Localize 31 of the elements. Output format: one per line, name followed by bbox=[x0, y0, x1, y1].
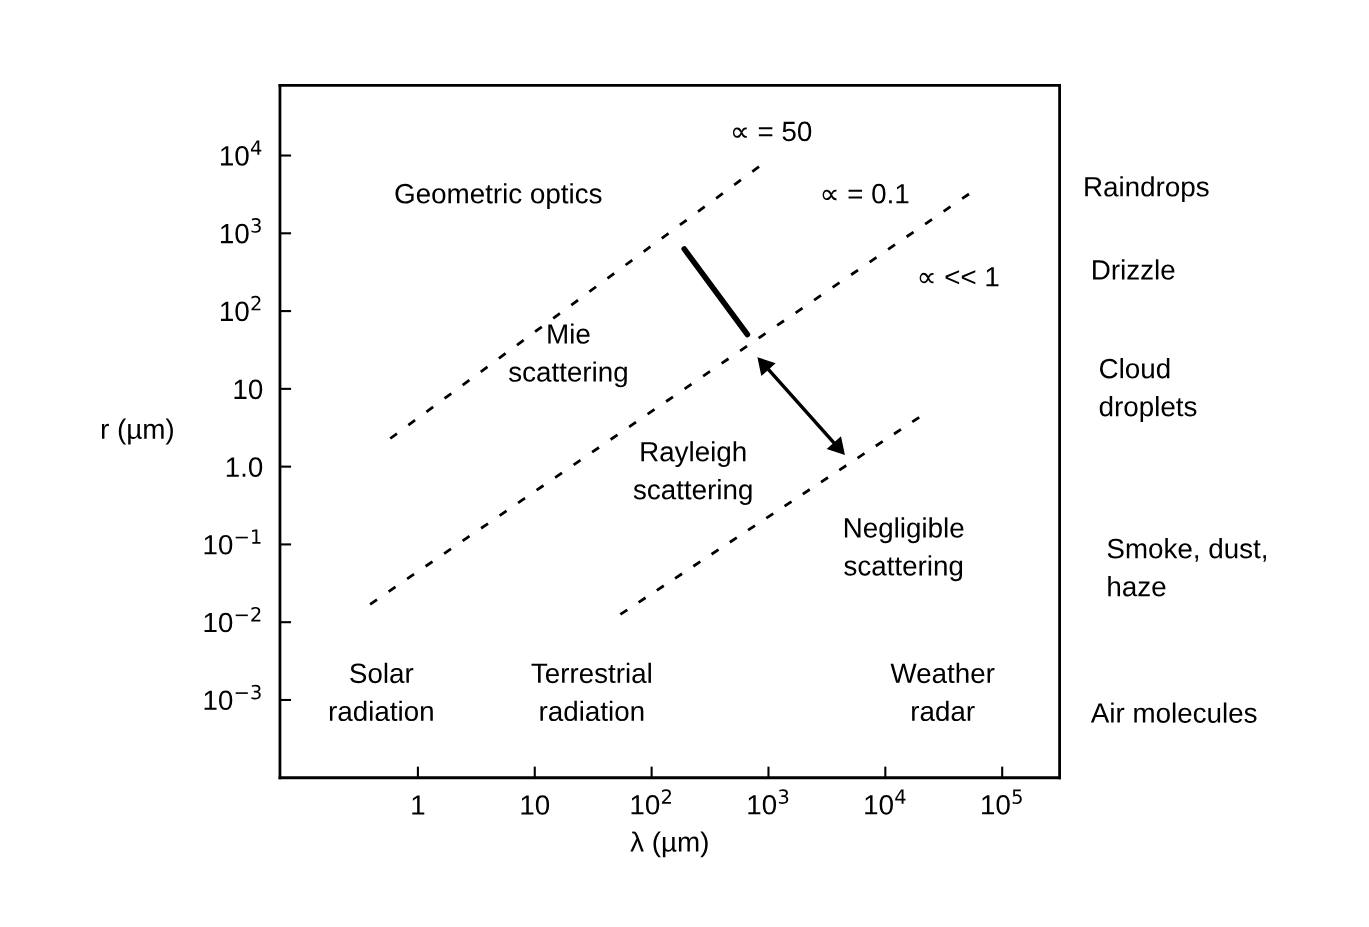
x-tick-label: 10 bbox=[521, 795, 550, 815]
annotation: Mie scattering bbox=[508, 323, 627, 388]
annotation: Weather radar bbox=[890, 662, 995, 722]
x-tick-label: 10$^{3}$ bbox=[748, 789, 789, 815]
annotation: Negligible scattering bbox=[844, 517, 964, 582]
y-tick-label: 10$^{−1}$ bbox=[204, 529, 261, 555]
y-tick-label: 10$^{3}$ bbox=[220, 218, 261, 244]
text: Raindrops bbox=[1085, 176, 1209, 203]
y-tick-label: 10$^{−3}$ bbox=[204, 684, 261, 711]
text: Cloud droplets bbox=[1099, 358, 1197, 422]
x-tick-label: 10$^{5}$ bbox=[982, 789, 1022, 815]
y-tick-label: 10$^{4}$ bbox=[220, 140, 262, 166]
text: Air molecules bbox=[1090, 702, 1257, 723]
x-tick-label: 10$^{4}$ bbox=[865, 789, 906, 815]
annotation: ∝ = 0.1 bbox=[822, 183, 909, 204]
x-axis-title: λ (µm) bbox=[630, 831, 708, 858]
annotation: ∝ << 1 bbox=[919, 267, 999, 287]
y-tick-label: 10$^{−2}$ bbox=[204, 606, 261, 633]
text: Drizzle bbox=[1093, 259, 1175, 280]
text: Smoke, dust, haze bbox=[1107, 538, 1266, 597]
annotation: Terrestrial radiation bbox=[531, 662, 651, 722]
annotation: Solar radiation bbox=[329, 662, 433, 722]
annotation: Geometric optics bbox=[395, 183, 602, 210]
x-tick-label: 10$^{2}$ bbox=[631, 789, 671, 815]
annotation: ∝ = 50 bbox=[732, 121, 812, 142]
y-tick-label: 10 bbox=[234, 379, 263, 400]
x-tick-label: 1 bbox=[412, 795, 425, 815]
y-axis-title: r (µm) bbox=[101, 418, 173, 445]
annotation: Rayleigh scattering bbox=[633, 441, 752, 505]
y-tick-label: 10$^{2}$ bbox=[220, 295, 261, 322]
y-tick-label: 1.0 bbox=[226, 457, 263, 477]
